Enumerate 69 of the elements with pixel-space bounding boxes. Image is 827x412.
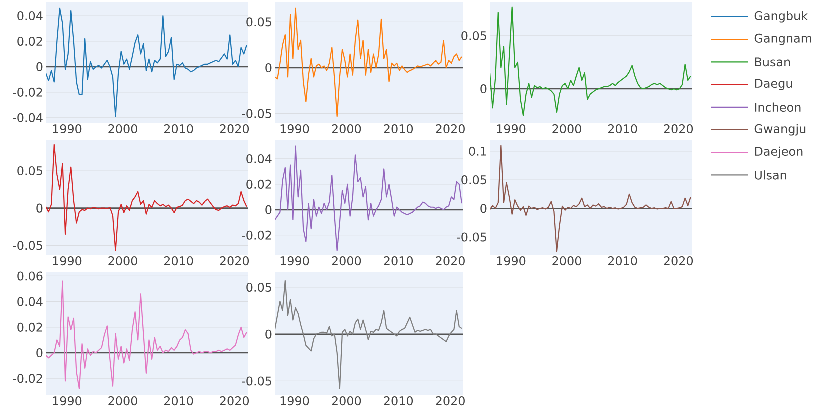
y-tick-label: 0: [36, 348, 43, 358]
y-tick-label: 0: [480, 204, 487, 214]
y-tick-label: -0.04: [13, 113, 43, 122]
y-tick-label: 0.02: [18, 322, 42, 332]
legend-label: Busan: [755, 58, 790, 67]
x-tick-label: 1990: [280, 124, 310, 134]
x-tick-label: 2010: [164, 256, 194, 266]
x-tick-label: 2020: [220, 256, 250, 266]
x-tick-label: 1990: [53, 396, 82, 406]
x-tick-label: 2010: [164, 124, 194, 134]
x-tick-label: 2010: [164, 396, 194, 406]
x-tick-label: 1990: [497, 256, 526, 266]
y-tick-label: 0.05: [246, 18, 272, 27]
x-tick-label: 2000: [108, 256, 138, 266]
x-tick-label: 2010: [384, 124, 414, 134]
legend-label: Daegu: [755, 79, 792, 90]
x-tick-label: 2000: [332, 124, 362, 134]
y-tick-label: -0.02: [242, 230, 272, 240]
x-tick-label: 2010: [384, 396, 414, 406]
legend-label: Daejeon: [755, 146, 803, 158]
y-tick-label: 0: [266, 330, 272, 339]
y-tick-label: -0.02: [13, 374, 42, 384]
y-tick-label: 0.02: [246, 180, 272, 189]
y-tick-label: 0.05: [246, 282, 272, 292]
x-tick-label: 2020: [436, 396, 465, 406]
x-tick-label: 1990: [53, 124, 82, 134]
x-tick-label: 2010: [608, 256, 638, 266]
x-tick-label: 2020: [220, 124, 250, 134]
y-tick-label: -0.02: [13, 88, 42, 97]
y-tick-label: 0: [480, 84, 487, 94]
x-tick-label: 2020: [664, 124, 694, 134]
y-tick-label: -0.05: [457, 232, 486, 242]
x-tick-label: 2020: [664, 256, 694, 266]
y-tick-label: 0: [36, 204, 43, 213]
x-tick-label: 1990: [280, 256, 310, 266]
legend-label: Gangbuk: [754, 11, 808, 23]
x-tick-label: 1990: [497, 124, 526, 134]
x-tick-label: 2000: [552, 124, 582, 134]
x-tick-label: 1990: [53, 256, 82, 266]
legend-label: Ulsan: [755, 170, 786, 180]
y-tick-label: -0.05: [242, 109, 272, 118]
x-tick-label: 1990: [280, 396, 310, 406]
y-tick-label: 0: [36, 62, 43, 72]
x-tick-label: 2010: [384, 256, 414, 266]
y-tick-label: 0.05: [462, 176, 486, 185]
x-tick-label: 2000: [108, 124, 138, 134]
y-tick-label: 0.02: [18, 36, 42, 46]
x-tick-label: 2000: [552, 256, 582, 266]
legend-label: Incheon: [755, 102, 801, 112]
legend-label: Gwangju: [754, 124, 806, 136]
y-tick-label: 0.05: [462, 31, 486, 40]
y-tick-label: -0.05: [13, 241, 42, 250]
legend-label: Gangnam: [754, 34, 812, 46]
y-tick-label: 0.04: [18, 11, 43, 21]
y-tick-label: 0.04: [246, 154, 272, 164]
y-tick-label: 0.04: [18, 297, 43, 306]
x-tick-label: 2000: [332, 256, 362, 266]
x-tick-label: 2020: [220, 396, 250, 406]
x-tick-label: 2000: [108, 396, 138, 406]
x-tick-label: 2010: [608, 124, 638, 134]
x-tick-label: 2020: [436, 256, 465, 266]
y-tick-label: 0.05: [18, 166, 42, 176]
x-tick-label: 2000: [332, 396, 362, 406]
y-tick-label: 0: [266, 63, 272, 73]
y-tick-label: -0.05: [242, 376, 272, 386]
x-tick-label: 2020: [436, 124, 465, 134]
y-tick-label: 0.1: [469, 146, 486, 156]
y-tick-label: 0: [266, 205, 272, 214]
y-tick-label: 0.06: [18, 272, 43, 281]
